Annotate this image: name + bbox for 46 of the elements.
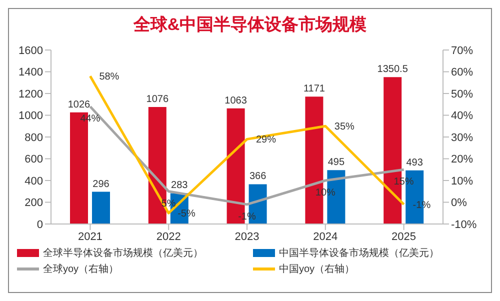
- chart-title: 全球&中国半导体设备市场规模: [132, 14, 368, 36]
- legend-label: 中国半导体设备市场规模（亿美元）: [279, 246, 439, 260]
- data-label: 15%: [394, 176, 414, 188]
- data-label: 495: [328, 157, 345, 168]
- data-label: 5%: [161, 198, 176, 210]
- data-label: 283: [171, 180, 188, 192]
- data-label: 1350.5: [377, 64, 408, 76]
- data-label: 29%: [256, 134, 276, 146]
- bar: [92, 192, 110, 224]
- y2-tick-label: 70%: [451, 44, 474, 57]
- legend-label: 全球半导体设备市场规模（亿美元）: [43, 246, 203, 260]
- data-label: -1%: [238, 212, 256, 223]
- data-label: 35%: [334, 122, 355, 133]
- legend-label: 全球yoy（右轴）: [43, 262, 119, 276]
- data-label: 366: [249, 171, 267, 182]
- y-tick-label: 1000: [18, 110, 43, 122]
- y-tick-label: 1400: [18, 66, 43, 79]
- data-label: 1171: [303, 84, 326, 95]
- y-tick-label: 200: [24, 197, 43, 210]
- x-tick-label: 2022: [156, 230, 181, 243]
- data-label: 1063: [224, 95, 248, 106]
- data-label: 10%: [315, 188, 336, 199]
- legend-label: 中国yoy（右轴）: [279, 262, 355, 276]
- data-label: 58%: [99, 72, 120, 83]
- x-tick-label: 2025: [392, 230, 416, 243]
- y2-tick-label: -10%: [451, 218, 477, 231]
- x-tick-label: 2023: [234, 230, 260, 243]
- y2-tick-label: 10%: [451, 175, 474, 188]
- x-tick-label: 2024: [313, 230, 338, 243]
- y-tick-label: 1600: [18, 44, 43, 57]
- y-tick-label: 1200: [18, 88, 43, 100]
- y2-tick-label: 50%: [451, 88, 474, 100]
- data-label: 296: [92, 178, 110, 190]
- x-tick-label: 2021: [78, 230, 102, 243]
- y2-tick-label: 20%: [451, 154, 474, 166]
- data-label: 1076: [146, 94, 169, 105]
- y2-tick-label: 30%: [451, 132, 474, 144]
- y2-tick-label: 0%: [451, 197, 468, 210]
- y-tick-label: 400: [24, 175, 43, 188]
- data-label: 493: [406, 157, 424, 168]
- y2-tick-label: 40%: [451, 110, 474, 122]
- data-label: 1026: [68, 99, 91, 110]
- y2-tick-label: 60%: [451, 66, 474, 79]
- y-tick-label: 0: [36, 218, 43, 231]
- y-tick-label: 800: [24, 132, 43, 144]
- y-tick-label: 600: [24, 154, 43, 166]
